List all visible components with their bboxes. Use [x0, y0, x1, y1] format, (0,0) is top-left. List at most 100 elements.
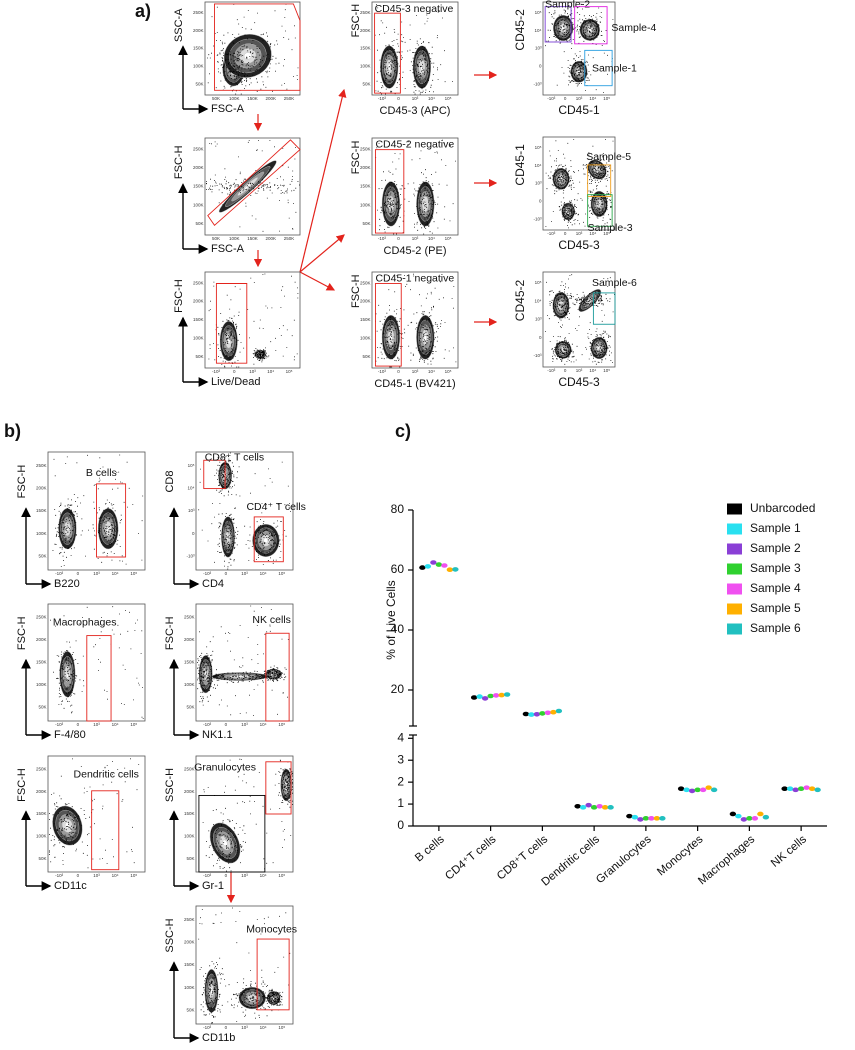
x-tick-label: 250K — [284, 96, 295, 101]
data-point — [653, 816, 661, 821]
x-tick-label: -10³ — [203, 722, 212, 727]
x-tick-label: 0 — [77, 571, 80, 576]
x-tick-label: -10³ — [55, 571, 64, 576]
data-point — [539, 711, 546, 716]
x-tick-label: -10³ — [547, 368, 556, 373]
y-tick-label: 150K — [36, 811, 47, 816]
y-tick-label: 100K — [184, 985, 195, 990]
y-tick-label: 250K — [360, 10, 371, 15]
flow-plot: Dendritic cells -10³ 0 10³ 10⁴ 10⁵ 50K 100K 150K… — [16, 755, 146, 892]
scatter-dots — [545, 274, 615, 365]
y-tick-label: 150K — [184, 962, 195, 967]
y-tick-label: 10⁵ — [535, 280, 542, 285]
flow-plot: B cells -10³ 0 10³ 10⁴ 10⁵ 50K 100K 150K 200K 250K… — [16, 451, 146, 590]
x-tick-label: 10⁵ — [445, 96, 452, 101]
data-point — [555, 708, 563, 714]
gate-label: CD4⁺ T cells — [246, 501, 305, 513]
x-tick-label: 10³ — [241, 873, 248, 878]
data-point — [751, 816, 759, 821]
x-tick-label: 10⁴ — [112, 873, 119, 878]
x-tick-label: -10³ — [547, 231, 556, 236]
y-tick-label: 10³ — [535, 317, 542, 322]
x-tick-label: 10⁴ — [589, 96, 596, 101]
gate — [584, 49, 613, 87]
x-tick-label: 10³ — [249, 369, 256, 374]
x-tick-label: 0 — [397, 369, 400, 374]
data-point — [757, 811, 764, 817]
flow-plot: CD8⁺ T cells CD4⁺ T cells -10³ 0 10³ 10⁴ 10⁵ -1… — [164, 451, 306, 590]
x-tick-label: 0 — [225, 722, 228, 727]
y-tick-label: 200K — [360, 165, 371, 170]
x-axis-label: B220 — [54, 578, 80, 590]
x-axis-label: CD45-3 — [558, 238, 600, 252]
x-tick-label: 10³ — [576, 368, 583, 373]
data-point — [441, 563, 448, 568]
x-tick-label: Granulocytes — [594, 833, 654, 886]
y-tick-label: 50K — [362, 221, 370, 226]
y-tick-label: 100K — [193, 336, 204, 341]
gate-label: CD45-3 negative — [375, 3, 454, 15]
data-point — [710, 787, 718, 793]
x-tick-label: 150K — [247, 236, 258, 241]
data-point — [435, 562, 443, 567]
x-tick-label: 10⁵ — [278, 1025, 285, 1030]
gate — [253, 516, 284, 563]
x-tick-label: 10⁵ — [445, 236, 452, 241]
y-axis-label: CD45-1 — [513, 144, 527, 186]
data-point — [590, 805, 598, 810]
y-tick-label: 100K — [360, 202, 371, 207]
gate — [574, 6, 608, 45]
data-point — [642, 816, 650, 821]
x-tick-label: 10³ — [576, 231, 583, 236]
data-point — [699, 787, 707, 793]
y-tick-label: 100K — [193, 64, 204, 69]
y-tick-label: 50K — [38, 554, 46, 559]
x-tick-label: CD8⁺T cells — [495, 833, 550, 882]
x-tick-label: -10³ — [55, 722, 64, 727]
y-tick-label: 4 — [397, 730, 404, 744]
x-tick-label: -10³ — [378, 369, 387, 374]
flow-plot: 50K 100K 150K 200K 250K 50K 100K 150K 200K 250K SS… — [173, 1, 301, 115]
flow-plot: Monocytes -10³ 0 10³ 10⁴ 10⁵ 50K 100K 150K 200K 25… — [164, 905, 297, 1044]
x-tick-label: 10³ — [576, 96, 583, 101]
y-tick-label: 100K — [184, 833, 195, 838]
y-tick-label: 150K — [36, 508, 47, 513]
data-point — [797, 786, 805, 792]
panel-label: b) — [4, 421, 21, 441]
gate-label: Sample-4 — [611, 22, 656, 34]
y-tick-label: 150K — [36, 660, 47, 665]
y-tick-label: 10³ — [535, 181, 542, 186]
plot-frame — [195, 603, 294, 722]
y-tick-label: 60 — [391, 562, 405, 576]
y-tick-label: 250K — [193, 146, 204, 151]
x-tick-label: 10⁴ — [589, 368, 596, 373]
y-tick-label: 200K — [360, 28, 371, 33]
data-point — [522, 711, 530, 717]
data-point — [735, 813, 742, 819]
y-tick-label: 200K — [36, 485, 47, 490]
x-tick-label: B cells — [413, 833, 447, 864]
flow-plot: Sample-2 Sample-4 Sample-1 -10³ 0 10³ 10⁴ 10⁵ -1… — [513, 0, 656, 117]
y-tick-label: 0 — [397, 818, 404, 832]
gate — [592, 292, 616, 325]
data-point — [631, 814, 639, 820]
y-tick-label: 10⁵ — [535, 145, 542, 150]
x-tick-label: 0 — [77, 722, 80, 727]
plot-frame — [204, 271, 301, 369]
y-axis-label: % of Live Cells — [384, 580, 398, 659]
x-axis-label: F-4/80 — [54, 729, 86, 741]
x-tick-label: 10⁴ — [428, 236, 435, 241]
x-tick-label: 10⁵ — [278, 722, 285, 727]
y-tick-label: 10⁴ — [535, 28, 542, 33]
legend-swatch — [727, 603, 742, 615]
x-axis-label: CD4 — [202, 578, 224, 590]
y-axis-label: FSC-H — [350, 141, 362, 175]
y-tick-label: 200K — [184, 939, 195, 944]
y-tick-label: 0 — [539, 335, 542, 340]
x-tick-label: 10³ — [241, 571, 248, 576]
y-tick-label: 50K — [38, 856, 46, 861]
gate-label: CD8⁺ T cells — [205, 452, 264, 464]
scatter-dots — [49, 758, 140, 869]
y-axis-label: FSC-H — [16, 616, 28, 650]
y-tick-label: -10³ — [533, 216, 542, 221]
